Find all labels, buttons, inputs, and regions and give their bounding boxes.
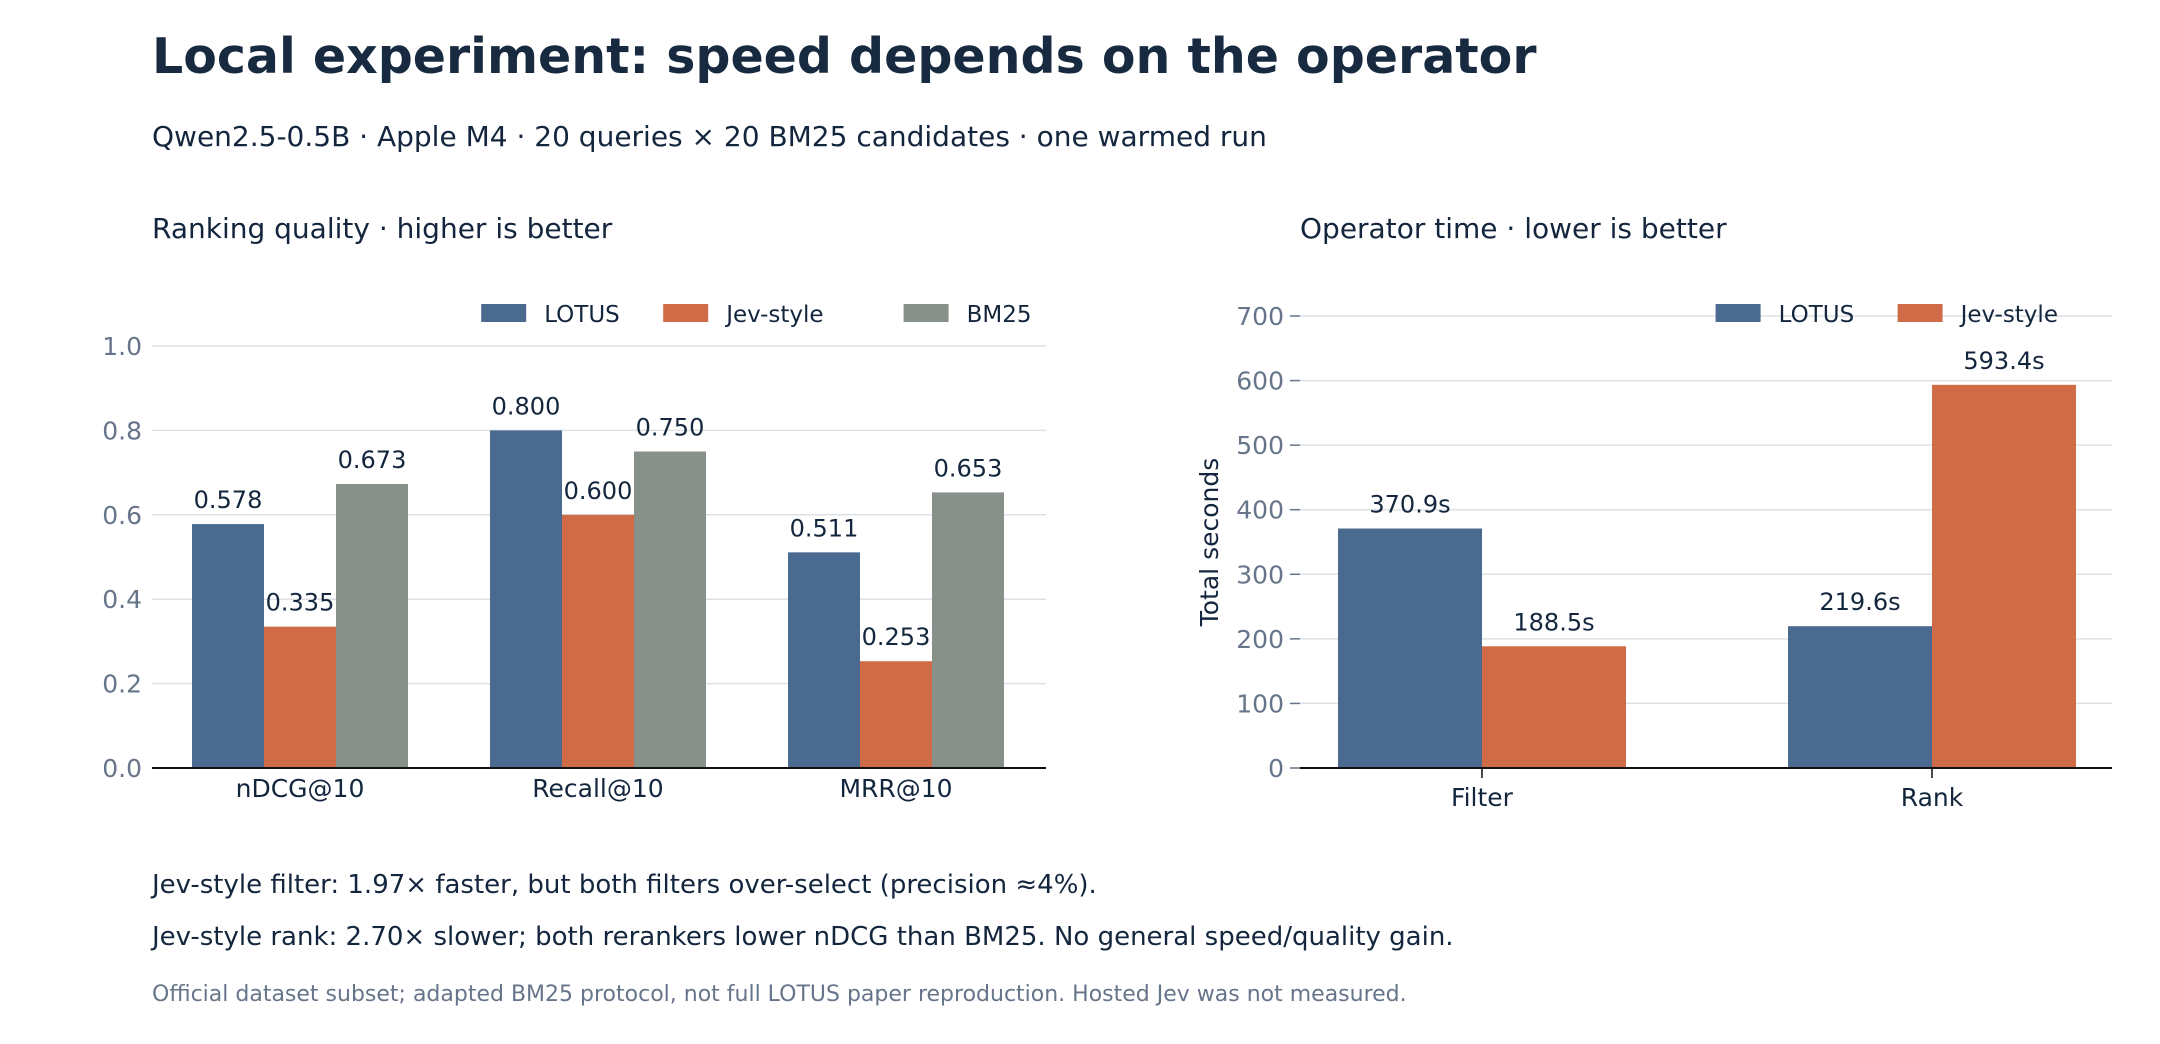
quality-y-tick-label: 0.8 xyxy=(102,416,142,445)
time-legend-swatch xyxy=(1897,304,1943,322)
quality-y-tick-label: 1.0 xyxy=(102,332,142,361)
quality-bar-lotus xyxy=(490,430,562,768)
page-title: Local experiment: speed depends on the o… xyxy=(152,28,1537,85)
footnote: Official dataset subset; adapted BM25 pr… xyxy=(152,982,1407,1007)
quality-y-tick-label: 0.4 xyxy=(102,585,142,614)
page-subtitle: Qwen2.5-0.5B · Apple M4 · 20 queries × 2… xyxy=(152,120,1267,153)
time-legend-swatch xyxy=(1715,304,1761,322)
time-legend-label: Jev-style xyxy=(1959,302,2058,328)
quality-data-label: 0.600 xyxy=(564,477,633,505)
time-y-tick-label: 600 xyxy=(1236,367,1284,396)
quality-bar-bm25 xyxy=(634,451,706,768)
time-data-label: 188.5s xyxy=(1513,608,1594,636)
time-x-tick-label: Filter xyxy=(1451,783,1514,812)
quality-bar-jev-style xyxy=(860,661,932,768)
quality-bar-jev-style xyxy=(264,626,336,768)
time-bar-lotus xyxy=(1788,626,1932,768)
time-chart-title: Operator time · lower is better xyxy=(1300,212,1727,245)
quality-legend-label: LOTUS xyxy=(544,302,620,328)
quality-data-label: 0.653 xyxy=(934,454,1003,482)
quality-legend-swatch xyxy=(663,304,709,322)
quality-bar-jev-style xyxy=(562,514,634,768)
time-y-tick-label: 200 xyxy=(1236,625,1284,654)
quality-data-label: 0.673 xyxy=(338,446,407,474)
time-y-tick-label: 100 xyxy=(1236,689,1284,718)
quality-bar-bm25 xyxy=(932,492,1004,768)
time-y-tick-label: 400 xyxy=(1236,496,1284,525)
quality-data-label: 0.253 xyxy=(862,623,931,651)
quality-legend-swatch xyxy=(481,304,527,322)
time-data-label: 593.4s xyxy=(1963,347,2044,375)
time-legend-label: LOTUS xyxy=(1779,302,1855,328)
quality-y-tick-label: 0.0 xyxy=(102,754,142,783)
quality-data-label: 0.578 xyxy=(194,486,263,514)
note-rank: Jev-style rank: 2.70× slower; both reran… xyxy=(152,922,1454,952)
time-y-axis-label: Total seconds xyxy=(1195,458,1224,628)
quality-legend-swatch xyxy=(903,304,949,322)
note-filter: Jev-style filter: 1.97× faster, but both… xyxy=(152,870,1097,900)
quality-x-tick-label: MRR@10 xyxy=(839,774,952,803)
quality-bar-lotus xyxy=(192,524,264,768)
quality-x-tick-label: nDCG@10 xyxy=(236,774,365,803)
quality-data-label: 0.511 xyxy=(790,514,859,542)
quality-bar-lotus xyxy=(788,552,860,768)
quality-legend-label: Jev-style xyxy=(724,302,823,328)
time-y-tick-label: 0 xyxy=(1268,754,1284,783)
quality-y-tick-label: 0.6 xyxy=(102,501,142,530)
quality-data-label: 0.800 xyxy=(492,392,561,420)
time-y-tick-label: 700 xyxy=(1236,302,1284,331)
time-x-tick-label: Rank xyxy=(1901,783,1964,812)
time-y-tick-label: 300 xyxy=(1236,560,1284,589)
time-bar-jev-style xyxy=(1932,384,2076,768)
time-bar-lotus xyxy=(1338,528,1482,768)
quality-x-tick-label: Recall@10 xyxy=(532,774,663,803)
time-y-tick-label: 500 xyxy=(1236,431,1284,460)
quality-data-label: 0.335 xyxy=(266,589,335,617)
quality-data-label: 0.750 xyxy=(636,414,705,442)
quality-chart-title: Ranking quality · higher is better xyxy=(152,212,613,245)
quality-bar-bm25 xyxy=(336,483,408,768)
time-data-label: 219.6s xyxy=(1819,588,1900,616)
quality-legend-label: BM25 xyxy=(967,302,1032,328)
quality-y-tick-label: 0.2 xyxy=(102,670,142,699)
time-data-label: 370.9s xyxy=(1369,491,1450,519)
time-bar-jev-style xyxy=(1482,646,1626,768)
